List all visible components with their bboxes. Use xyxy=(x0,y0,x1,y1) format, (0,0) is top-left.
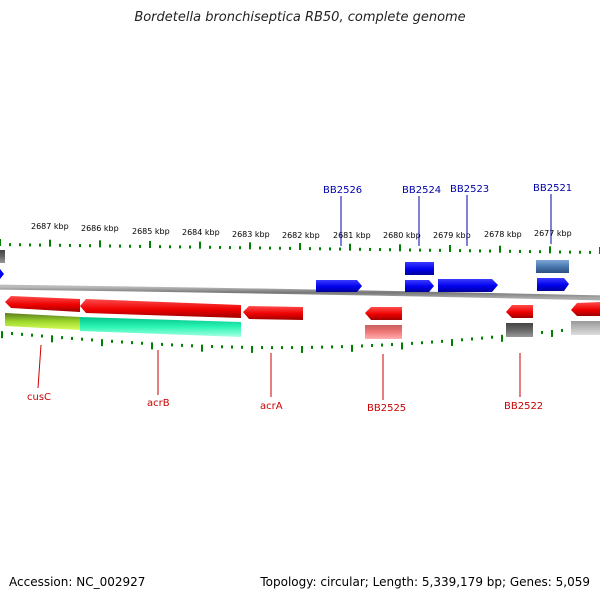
gene-bb2522 xyxy=(506,305,533,318)
bar-bb2522 xyxy=(506,323,533,337)
label-acra: acrA xyxy=(260,401,283,412)
label-bb2526: BB2526 xyxy=(323,185,362,196)
label-bb2523: BB2523 xyxy=(450,184,489,195)
label-cusc: cusC xyxy=(27,392,51,403)
label-bb2521: BB2521 xyxy=(533,183,572,194)
scale-label-2681: 2681 kbp xyxy=(333,231,371,240)
left-edge-arrow xyxy=(0,269,4,279)
bar-right-edge xyxy=(571,321,600,335)
annotation-bars xyxy=(5,313,600,339)
bar-cusc xyxy=(5,313,80,330)
label-bb2524: BB2524 xyxy=(402,185,441,196)
label-bb2522: BB2522 xyxy=(504,401,543,412)
scale-label-2679: 2679 kbp xyxy=(433,231,471,240)
scale-label-2685: 2685 kbp xyxy=(132,227,170,236)
scale-label-2686: 2686 kbp xyxy=(81,224,119,233)
scale-label-2677: 2677 kbp xyxy=(534,229,572,238)
top-label-leaders xyxy=(340,194,552,246)
gene-right-edge xyxy=(571,302,600,316)
scale-label-2678: 2678 kbp xyxy=(484,230,522,239)
genome-backbone xyxy=(0,284,600,301)
map-title: Bordetella bronchiseptica RB50, complete… xyxy=(134,10,466,25)
topology-text: Topology: circular; Length: 5,339,179 bp… xyxy=(260,575,590,589)
gene-bb2526 xyxy=(316,280,362,292)
gene-bb2524-b xyxy=(405,280,434,292)
scale-label-2687: 2687 kbp xyxy=(31,222,69,231)
scale-label-2684: 2684 kbp xyxy=(182,228,220,237)
bottom-label-leaders xyxy=(37,344,521,400)
bar-acrb xyxy=(80,317,241,337)
gene-bb2521-upper xyxy=(536,260,569,273)
label-acrb: acrB xyxy=(147,398,170,409)
accession-text: Accession: NC_002927 xyxy=(9,575,146,589)
scale-label-2680: 2680 kbp xyxy=(383,231,421,240)
top-gene-labels: BB2526 BB2524 BB2523 BB2521 xyxy=(323,183,572,196)
forward-genes xyxy=(316,260,569,292)
label-bb2525: BB2525 xyxy=(367,403,406,414)
outer-scale-ticks xyxy=(0,239,600,254)
reverse-genes xyxy=(5,296,600,320)
scale-labels: 2687 kbp 2686 kbp 2685 kbp 2684 kbp 2683… xyxy=(31,222,572,240)
left-edge-feature xyxy=(0,250,5,263)
gene-bb2525 xyxy=(365,307,402,320)
scale-label-2682: 2682 kbp xyxy=(282,231,320,240)
scale-label-2683: 2683 kbp xyxy=(232,230,270,239)
bar-bb2525 xyxy=(365,325,402,339)
bottom-gene-labels: cusC acrB acrA BB2525 BB2522 xyxy=(27,392,543,414)
gene-bb2523 xyxy=(438,279,498,292)
gene-bb2521 xyxy=(537,278,569,291)
gene-bb2524 xyxy=(405,262,434,275)
gene-acra xyxy=(243,306,303,320)
gene-cusc xyxy=(5,296,80,312)
gene-acrb xyxy=(80,299,241,318)
